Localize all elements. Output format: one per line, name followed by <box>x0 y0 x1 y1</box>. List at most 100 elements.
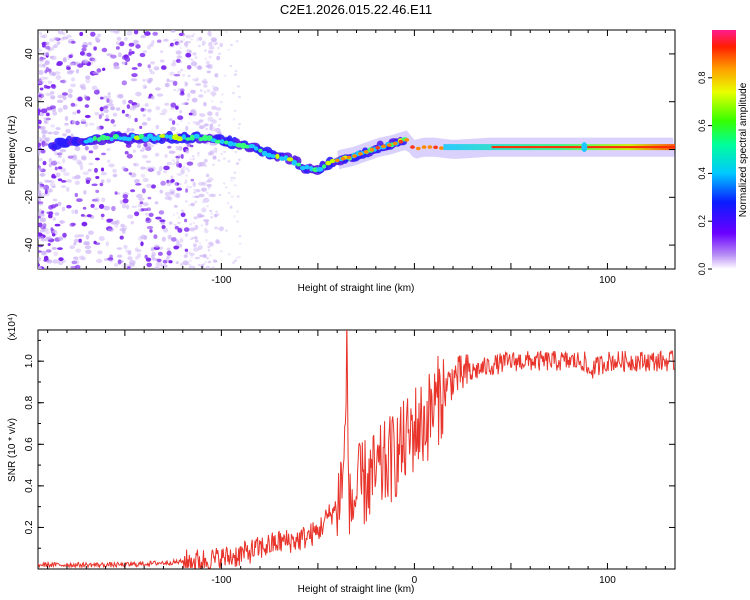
spectrogram-noise-cell <box>57 260 64 266</box>
spectrogram-noise-cell <box>55 75 62 80</box>
spectrogram-noise-cell <box>156 39 162 43</box>
spectrogram-ridge-peak <box>404 138 410 142</box>
spectrogram-ridge-peak <box>375 146 381 150</box>
spectrogram-noise-cell <box>182 38 186 41</box>
spectrogram-noise-cell <box>155 216 162 220</box>
colorbar-tick-label: 0.8 <box>697 72 707 85</box>
spectrogram-noise-cell <box>180 154 184 159</box>
spectrogram-noise-cell <box>190 178 194 182</box>
spectrogram-noise-cell <box>220 226 224 230</box>
spectrogram-noise-cell <box>175 160 180 164</box>
spectrogram-noise-cell <box>161 236 166 242</box>
spectrogram-ridge-core <box>189 134 195 141</box>
spectrogram-noise-cell <box>91 198 98 202</box>
spectrogram-noise-cell <box>238 235 242 238</box>
spectrogram-noise-cell <box>38 256 42 261</box>
spectrogram-noise-cell <box>179 237 184 243</box>
spectrogram-noise-cell <box>141 122 148 126</box>
spectrogram-noise-cell <box>126 127 131 133</box>
spectrogram-noise-cell <box>122 194 129 199</box>
spectrogram-noise-cell <box>218 117 222 121</box>
spectrogram-noise-cell <box>176 173 180 176</box>
spectrogram-noise-cell <box>233 184 237 187</box>
spectrogram-noise-cell <box>169 188 176 193</box>
spectrogram-noise-cell <box>205 173 210 178</box>
spectrogram-ridge-core <box>258 148 263 153</box>
spectrogram-ridge-core <box>309 165 314 172</box>
spectrogram-noise-cell <box>191 227 195 230</box>
spectrogram-noise-cell <box>57 94 64 99</box>
spectrogram-ridge-core <box>159 134 167 138</box>
spectrogram-noise-cell <box>186 49 191 54</box>
spectrogram-noise-cell <box>91 183 98 187</box>
spectrogram-noise-cell <box>140 234 147 240</box>
spectrogram-noise-cell <box>134 162 140 167</box>
spectrogram-noise-cell <box>53 44 58 49</box>
spectrogram-noise-cell <box>110 119 115 124</box>
spectrogram-noise-cell <box>53 159 57 163</box>
spectrogram-noise-cell <box>115 219 120 225</box>
spectrogram-noise-cell <box>82 59 89 64</box>
spectrogram-noise-cell <box>103 95 107 100</box>
spectrogram-noise-cell <box>53 251 58 257</box>
spectrogram-noise-cell <box>131 67 138 70</box>
spectrogram-noise-cell <box>211 105 217 110</box>
spectrogram-noise-cell <box>100 179 105 184</box>
spectrogram-noise-cell <box>185 45 189 48</box>
spectrogram-noise-cell <box>191 236 195 240</box>
spectrogram-noise-cell <box>154 266 160 269</box>
spectrogram-noise-cell <box>92 71 100 75</box>
spectrogram-content <box>38 30 675 269</box>
spectrogram-noise-cell <box>64 116 69 121</box>
spectrogram-noise-cell <box>161 264 168 268</box>
spectrogram-noise-cell <box>38 94 42 98</box>
spectrogram-noise-cell <box>183 102 189 105</box>
spectrogram-noise-cell <box>74 234 80 239</box>
spectrogram-noise-cell <box>39 87 44 91</box>
spectrogram-noise-cell <box>140 35 146 39</box>
spectrogram-noise-cell <box>176 243 179 247</box>
spectrogram-noise-cell <box>168 150 176 154</box>
snr-plot-area <box>37 329 676 570</box>
spectrogram-noise-cell <box>232 177 236 180</box>
spectrogram-noise-cell <box>50 124 55 128</box>
spectrogram-noise-cell <box>170 107 175 110</box>
spectrogram-ridge-core <box>265 152 272 158</box>
spectrogram-noise-cell <box>165 256 170 262</box>
spectrogram-noise-cell <box>155 106 161 111</box>
spectrogram-noise-cell <box>75 69 80 74</box>
spectrogram-noise-cell <box>84 114 91 119</box>
spectrogram-noise-cell <box>144 85 148 89</box>
spectrogram-noise-cell <box>150 61 155 65</box>
spectrogram-noise-cell <box>197 162 203 168</box>
spectrogram-ridge-peak <box>433 145 438 150</box>
spectrogram-noise-cell <box>176 38 180 41</box>
spectrogram-noise-cell <box>41 142 46 148</box>
spectrogram-noise-cell <box>45 45 51 50</box>
spectrogram-noise-cell <box>153 234 158 240</box>
spectrogram-noise-cell <box>140 107 145 112</box>
spectrogram-noise-cell <box>224 186 228 189</box>
spectrogram-noise-cell <box>110 106 116 111</box>
spectrogram-noise-cell <box>54 223 61 227</box>
spectrogram-noise-cell <box>170 126 176 131</box>
spectrogram-noise-cell <box>175 131 179 135</box>
spectrogram-noise-cell <box>194 195 200 199</box>
spectrogram-noise-cell <box>39 173 46 177</box>
spectrogram-noise-cell <box>206 179 212 183</box>
spectrogram-noise-cell <box>121 80 128 86</box>
spectrogram-noise-cell <box>50 227 54 231</box>
spectrogram-noise-cell <box>128 172 132 176</box>
spectrogram-noise-cell <box>145 146 152 152</box>
spectrogram-noise-cell <box>38 266 42 269</box>
spectrogram-noise-cell <box>234 69 238 73</box>
spectrogram-noise-cell <box>86 214 92 218</box>
spectrogram-noise-cell <box>81 86 87 90</box>
spectrogram-noise-cell <box>39 57 46 60</box>
spectrogram-noise-cell <box>233 109 237 113</box>
spectrogram-noise-cell <box>98 236 105 241</box>
spectrogram-noise-cell <box>178 173 182 177</box>
spectrogram-noise-cell <box>45 140 50 145</box>
spectrogram-noise-cell <box>236 162 239 166</box>
spectrogram-noise-cell <box>147 79 152 84</box>
